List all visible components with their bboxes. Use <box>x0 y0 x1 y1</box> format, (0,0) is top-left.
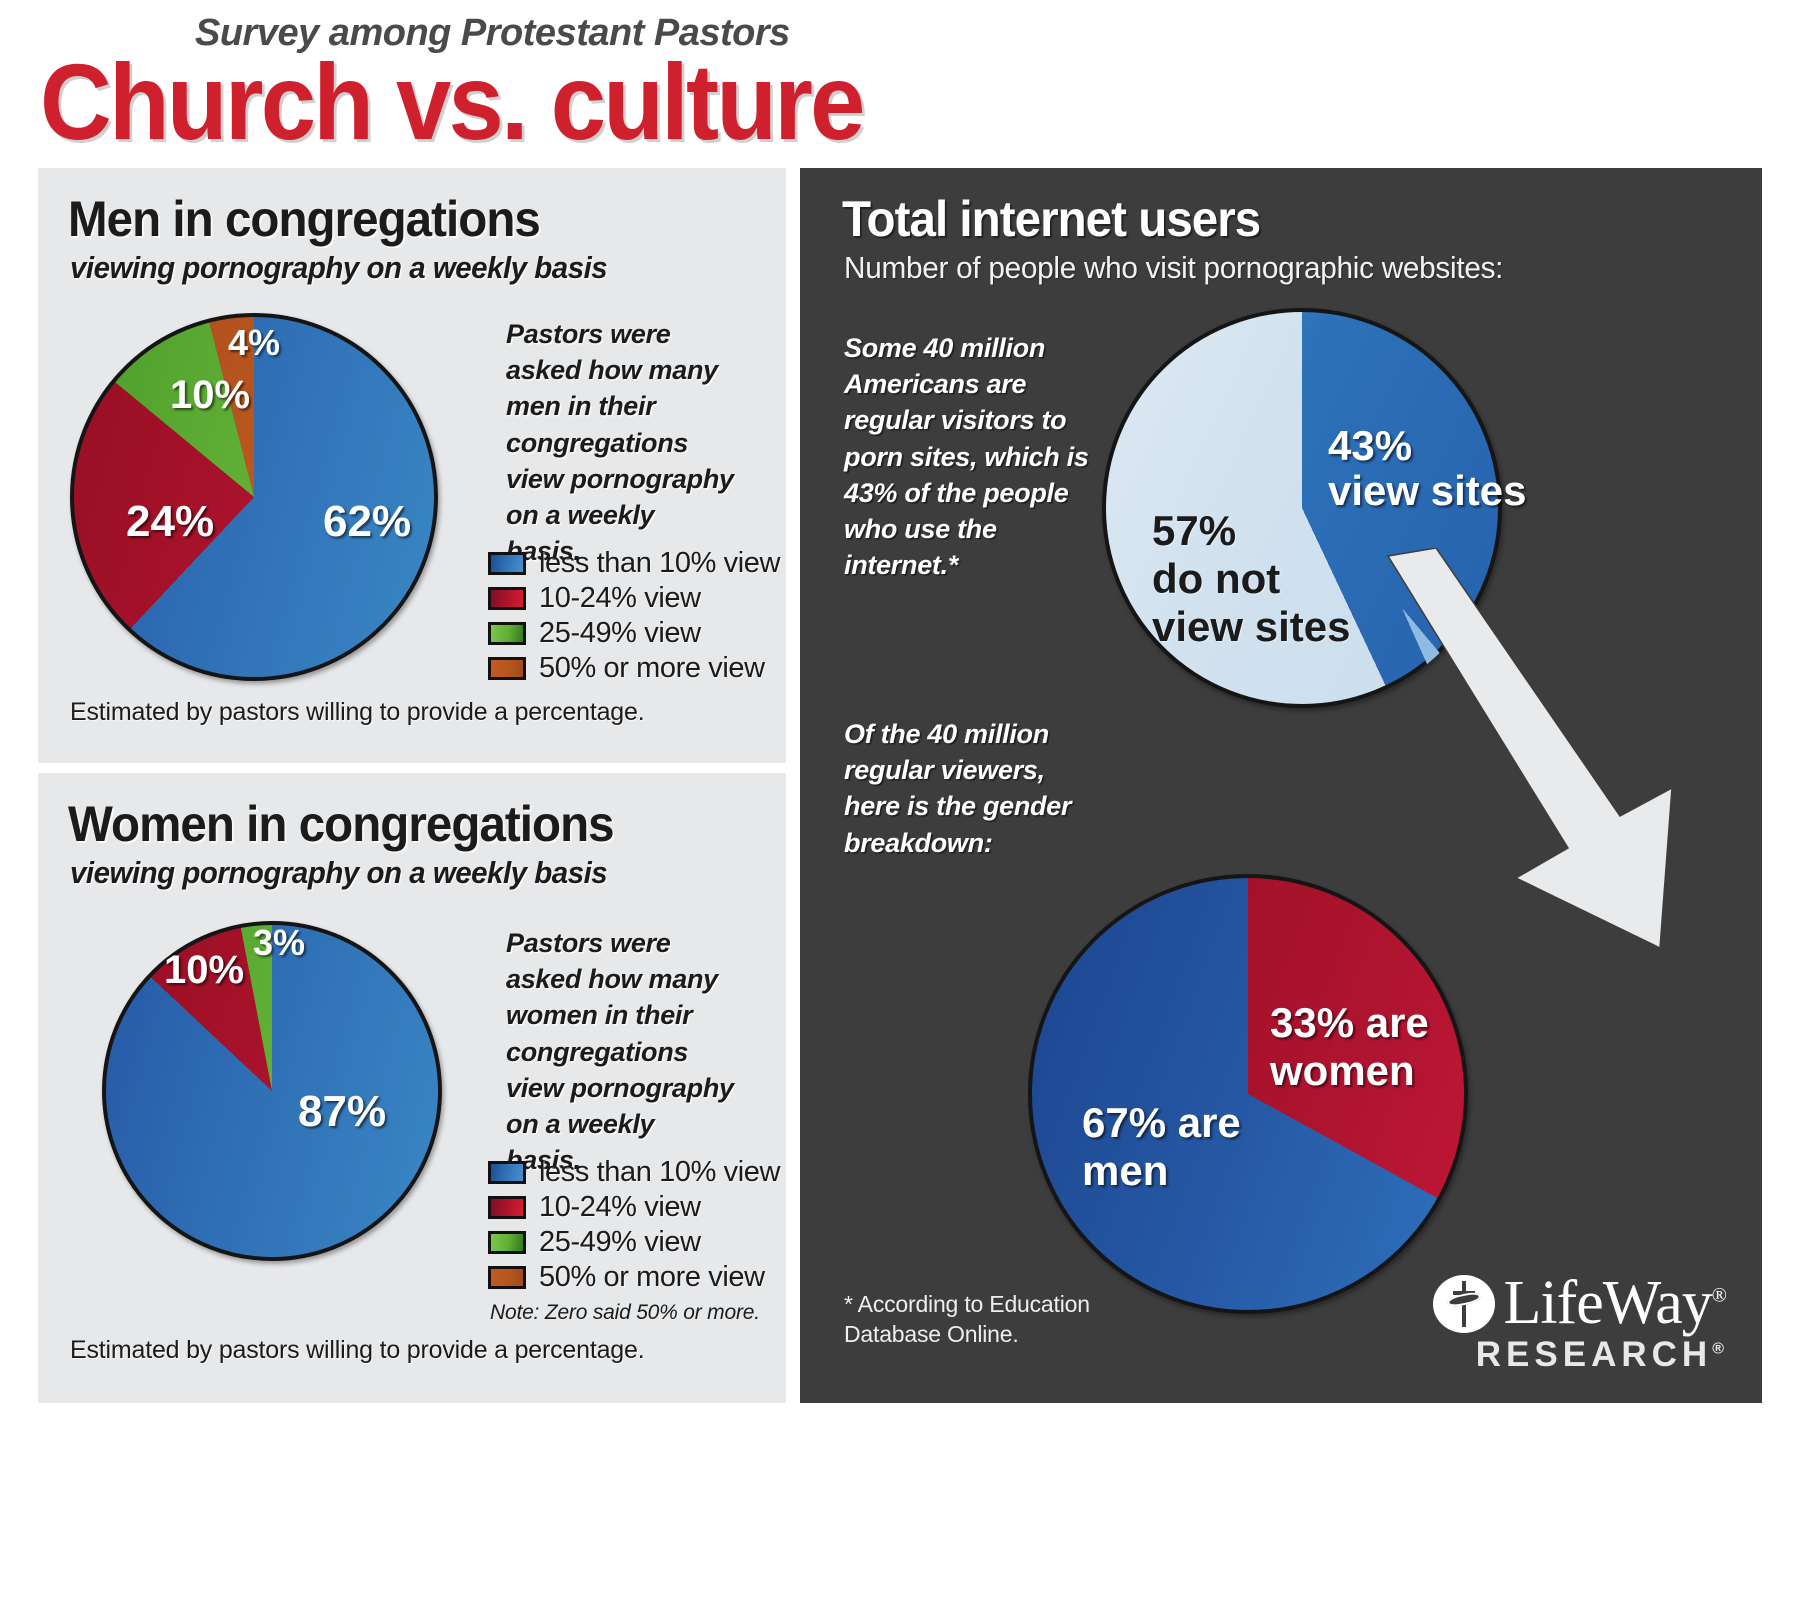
cross-bar-icon <box>1453 1290 1476 1295</box>
gender-pie-label-men-line1: 67% are <box>1082 1099 1241 1146</box>
women-pie-label-3: 3% <box>253 922 306 963</box>
legend-swatch-green-icon <box>488 1231 526 1254</box>
women-panel-heading: Women in congregations <box>68 796 615 852</box>
legend-item: 25-49% view <box>488 1225 780 1260</box>
legend-label: 25-49% view <box>539 1226 701 1258</box>
gender-breakdown-pie-chart <box>1028 874 1468 1314</box>
legend-label: less than 10% view <box>539 1156 781 1188</box>
internet-text-top: Some 40 million Americans are regular vi… <box>844 333 1089 581</box>
page-title: Church vs. culture <box>40 41 865 162</box>
internet-pie-label-57-line1: 57% <box>1152 507 1237 554</box>
women-legend: less than 10% view 10-24% view 25-49% vi… <box>488 1155 780 1325</box>
legend-item: 10-24% view <box>488 581 780 616</box>
legend-swatch-orange-icon <box>488 1266 526 1289</box>
logo-subtitle: RESEARCH® <box>1476 1335 1724 1375</box>
legend-label: less than 10% view <box>539 547 781 579</box>
men-panel-heading: Men in congregations <box>68 191 541 247</box>
legend-swatch-orange-icon <box>488 657 526 680</box>
legend-swatch-green-icon <box>488 622 526 645</box>
internet-footnote: * According to Education Database Online… <box>844 1291 1090 1347</box>
internet-pie-label-57-line2: do not <box>1152 555 1281 602</box>
internet-pie-label-43-line1: 43% <box>1328 422 1413 469</box>
legend-label: 50% or more view <box>539 1261 765 1293</box>
panel-women-in-congregations: Women in congregations viewing pornograp… <box>38 773 786 1403</box>
men-panel-subheading: viewing pornography on a weekly basis <box>70 250 608 285</box>
legend-item: 10-24% view <box>488 1190 780 1225</box>
logo-wordmark-text: LifeWay <box>1503 1269 1712 1338</box>
women-footnote: Estimated by pastors willing to provide … <box>70 1336 645 1364</box>
internet-panel-subheading: Number of people who visit pornographic … <box>844 250 1504 285</box>
women-panel-subheading: viewing pornography on a weekly basis <box>70 855 608 890</box>
legend-item: 50% or more view <box>488 1260 780 1295</box>
legend-swatch-blue-icon <box>488 1161 526 1184</box>
gender-pie-label-women-line1: 33% are <box>1270 999 1429 1046</box>
internet-pie-label-43-line2: view sites <box>1328 467 1527 514</box>
lifeway-research-logo: LifeWay® RESEARCH® <box>1433 1272 1727 1375</box>
legend-label: 50% or more view <box>539 652 765 684</box>
legend-label: 25-49% view <box>539 617 701 649</box>
legend-item: less than 10% view <box>488 546 780 581</box>
header-kicker: Survey among Protestant Pastors <box>195 12 790 54</box>
legend-swatch-blue-icon <box>488 552 526 575</box>
legend-item: 50% or more view <box>488 651 780 686</box>
women-legend-note: Note: Zero said 50% or more. <box>490 1301 760 1324</box>
logo-top-row: LifeWay® <box>1433 1272 1727 1334</box>
internet-text-bottom: Of the 40 million regular viewers, here … <box>844 719 1072 858</box>
men-pie-label-10: 10% <box>170 373 251 417</box>
women-pie-chart <box>102 921 442 1261</box>
men-pie-label-4: 4% <box>228 322 281 363</box>
men-legend: less than 10% view 10-24% view 25-49% vi… <box>488 546 780 686</box>
logo-subtitle-text: RESEARCH <box>1475 1335 1713 1374</box>
gender-pie-label-men-line2: men <box>1082 1147 1169 1194</box>
lifeway-globe-cross-icon <box>1433 1274 1496 1333</box>
women-pie-label-10: 10% <box>164 948 245 992</box>
men-footnote: Estimated by pastors willing to provide … <box>70 698 645 726</box>
legend-swatch-red-icon <box>488 587 526 610</box>
women-pie-label-87: 87% <box>298 1087 387 1136</box>
legend-label: 10-24% view <box>539 582 701 614</box>
logo-subtitle-registered-icon: ® <box>1712 1340 1724 1358</box>
internet-pie-label-57-line3: view sites <box>1152 603 1351 650</box>
men-pie-label-24: 24% <box>126 497 215 546</box>
logo-registered-icon: ® <box>1711 1284 1727 1307</box>
men-side-text: Pastors were asked how many men in their… <box>506 319 734 567</box>
legend-item: 25-49% view <box>488 616 780 651</box>
internet-panel-heading: Total internet users <box>842 191 1261 247</box>
panel-men-in-congregations: Men in congregations viewing pornography… <box>38 168 786 763</box>
legend-label: 10-24% view <box>539 1191 701 1223</box>
logo-wordmark: LifeWay® <box>1503 1272 1727 1334</box>
panel-total-internet-users: Total internet users Number of people wh… <box>800 168 1762 1403</box>
gender-pie-label-women-line2: women <box>1270 1047 1415 1094</box>
header: Survey among Protestant Pastors Church v… <box>0 0 1800 165</box>
women-side-text: Pastors were asked how many women in the… <box>506 928 734 1176</box>
legend-swatch-red-icon <box>488 1196 526 1219</box>
men-pie-label-62: 62% <box>323 497 412 546</box>
men-pie-chart <box>70 313 438 681</box>
legend-item: less than 10% view <box>488 1155 780 1190</box>
